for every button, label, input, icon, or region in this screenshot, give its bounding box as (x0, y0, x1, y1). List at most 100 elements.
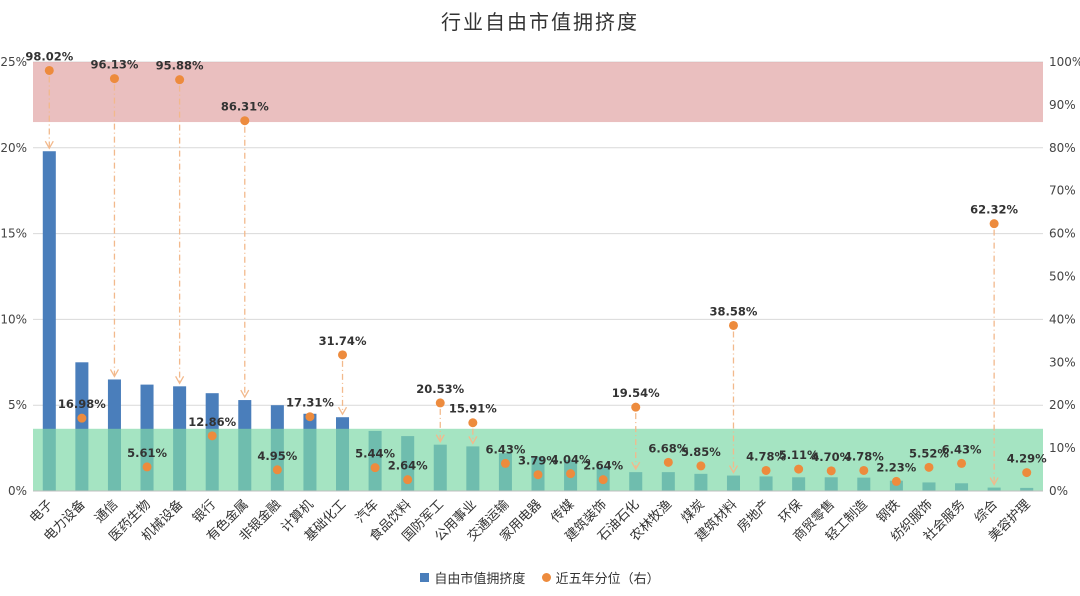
percentile-dot (533, 470, 543, 480)
data-label: 5.11% (779, 448, 819, 462)
y-right-tick-label: 50% (1049, 270, 1076, 284)
percentile-dot (728, 320, 738, 330)
y-left-tick-label: 20% (0, 141, 27, 155)
percentile-dot (44, 65, 54, 75)
arrow-head (337, 406, 348, 416)
x-category-label: 房地产 (734, 497, 773, 536)
percentile-dot (77, 413, 87, 423)
data-label: 16.98% (58, 397, 106, 411)
data-label: 62.32% (970, 203, 1018, 217)
y-right-tick-label: 10% (1049, 441, 1076, 455)
arrow-head (728, 465, 739, 474)
percentile-dot (924, 462, 934, 472)
data-label: 12.86% (188, 415, 236, 429)
y-left-tick-label: 15% (0, 227, 27, 241)
data-label: 38.58% (710, 304, 758, 318)
percentile-dot (370, 463, 380, 473)
data-label: 19.54% (612, 386, 660, 400)
data-label: 96.13% (90, 58, 138, 72)
percentile-dot (631, 402, 641, 412)
percentile-dot (1022, 468, 1032, 478)
percentile-dot (891, 476, 901, 486)
data-label: 4.29% (1007, 452, 1047, 466)
percentile-dot (272, 465, 282, 475)
arrow-head (175, 376, 185, 385)
x-category-label: 银行 (190, 497, 219, 526)
percentile-dot (468, 418, 478, 428)
data-label: 20.53% (416, 382, 464, 396)
data-label: 4.78% (844, 449, 884, 463)
y-right-tick-label: 80% (1049, 141, 1076, 155)
data-label: 86.31% (221, 100, 269, 114)
arrow-head (468, 436, 478, 445)
percentile-dot (794, 464, 804, 474)
percentile-dot (566, 469, 576, 479)
data-label: 4.78% (746, 449, 786, 463)
percentile-dot (435, 398, 445, 408)
y-left-tick-label: 0% (8, 484, 27, 498)
arrow-head (435, 434, 445, 443)
legend-item-bar: 自由市值拥挤度 (420, 568, 525, 587)
legend-swatch-dot (541, 573, 551, 582)
y-left-tick-label: 25% (0, 55, 27, 69)
arrow-head (240, 389, 250, 399)
x-category-label: 煤炭 (679, 497, 708, 526)
arrow-head (109, 369, 120, 378)
x-category-label: 综合 (972, 497, 1001, 526)
data-label: 5.85% (681, 445, 721, 459)
bar (42, 151, 56, 491)
data-label: 5.52% (909, 446, 949, 460)
arrow-head (631, 461, 641, 471)
y-right-tick-label: 60% (1049, 227, 1076, 241)
x-category-label: 钢铁 (874, 497, 903, 526)
data-label: 5.44% (355, 447, 395, 461)
percentile-dot (696, 461, 706, 471)
percentile-dot (663, 457, 673, 467)
y-right-tick-label: 30% (1049, 355, 1076, 369)
low-percentile-band (33, 428, 1043, 491)
high-percentile-band (33, 62, 1043, 123)
y-right-tick-label: 0% (1049, 484, 1068, 498)
data-label: 2.64% (388, 459, 428, 473)
x-category-label: 汽车 (352, 497, 382, 527)
data-label: 5.61% (127, 446, 167, 460)
percentile-dot (500, 458, 510, 468)
chart-title: 行业自由市值拥挤度 (441, 10, 639, 34)
legend-item-dot: 近五年分位（右） (541, 568, 660, 587)
data-label: 31.74% (319, 334, 367, 348)
y-right-tick-label: 20% (1049, 398, 1076, 412)
percentile-dot (240, 116, 250, 126)
data-label: 2.23% (876, 460, 916, 474)
y-right-tick-label: 40% (1049, 312, 1076, 326)
data-label: 2.64% (583, 459, 623, 473)
data-label: 4.70% (811, 450, 851, 464)
percentile-dot (338, 350, 348, 360)
x-category-label: 环保 (776, 497, 805, 526)
percentile-dot (761, 465, 771, 475)
percentile-dot (207, 431, 217, 441)
crowding-chart: 0% 5% 10% 15% 20% 25% 0% 10% 20% 30% 40% 50% 60% 70% 8… (0, 49, 1080, 544)
x-category-label: 通信 (92, 497, 121, 526)
y-left-tick-label: 5% (8, 398, 27, 412)
y-right-tick-label: 90% (1049, 98, 1076, 112)
data-label: 4.95% (257, 449, 297, 463)
percentile-dot (305, 412, 315, 422)
legend: 自由市值拥挤度 近五年分位（右） (0, 568, 1080, 587)
x-category-label: 电子 (27, 497, 56, 526)
percentile-dot (859, 465, 869, 475)
data-label: 17.31% (286, 396, 334, 410)
data-label: 15.91% (449, 402, 497, 416)
percentile-dot (957, 458, 967, 468)
data-label: 6.43% (942, 442, 982, 456)
legend-label-bar: 自由市值拥挤度 (434, 572, 526, 587)
y-right-tick-label: 100% (1049, 55, 1080, 69)
legend-label-dot: 近五年分位（右） (555, 572, 660, 587)
y-right-tick-label: 70% (1049, 184, 1076, 198)
percentile-dot (403, 475, 413, 485)
data-label: 98.02% (25, 49, 73, 63)
arrow-head (989, 477, 999, 486)
percentile-dot (598, 475, 608, 485)
data-label: 4.04% (551, 453, 591, 467)
percentile-dot (142, 462, 152, 472)
data-label: 6.43% (485, 442, 525, 456)
